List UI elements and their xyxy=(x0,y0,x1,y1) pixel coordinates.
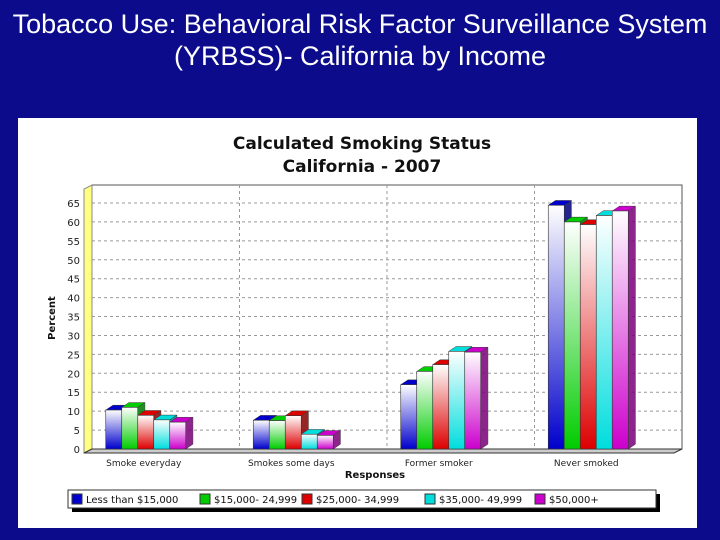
chart-title-line-2: California - 2007 xyxy=(283,157,442,177)
y-axis-label: Percent xyxy=(47,296,58,340)
bar xyxy=(464,351,482,450)
y-tick-label: 55 xyxy=(67,237,80,248)
bar xyxy=(416,371,434,450)
y-tick-label: 20 xyxy=(67,369,80,380)
bar xyxy=(105,409,123,450)
category-label: Former smoker xyxy=(405,459,473,469)
category-label: Never smoked xyxy=(554,459,619,469)
legend: Less than $15,000 $15,000- 24,999 $25,000-… xyxy=(67,489,660,512)
bar xyxy=(448,351,466,450)
bar-side xyxy=(185,416,194,450)
bar xyxy=(137,415,155,450)
legend-label: $25,000- 34,999 xyxy=(316,495,399,506)
bar xyxy=(595,215,613,450)
y-tick-label: 40 xyxy=(67,294,80,305)
chart-title-line-1: Calculated Smoking Status xyxy=(233,134,491,154)
legend-label: $50,000+ xyxy=(549,495,599,506)
y-tick-label: 25 xyxy=(67,350,80,361)
bar xyxy=(400,384,418,450)
bar-side xyxy=(480,346,489,450)
slide-title: Tobacco Use: Behavioral Risk Factor Surv… xyxy=(12,9,708,71)
legend-label: $35,000- 49,999 xyxy=(439,495,522,506)
bar xyxy=(153,419,171,450)
y-tick-label: 60 xyxy=(67,218,80,229)
legend-swatch xyxy=(71,493,83,505)
legend-label: Less than $15,000 xyxy=(86,495,178,506)
y-tick-label: 50 xyxy=(67,256,80,267)
y-tick-label: 10 xyxy=(67,407,80,418)
x-axis-label: Responses xyxy=(345,470,405,481)
bar xyxy=(268,420,286,450)
legend-swatch xyxy=(199,493,211,505)
legend-swatch xyxy=(424,493,436,505)
bar-side xyxy=(628,205,636,450)
bar xyxy=(432,364,450,450)
bar xyxy=(252,419,270,450)
bar xyxy=(563,221,581,450)
legend-swatch xyxy=(534,493,546,505)
legend-box xyxy=(67,489,657,509)
y-tick-label: 15 xyxy=(67,388,80,399)
legend-swatch xyxy=(301,493,313,505)
y-tick-label: 5 xyxy=(74,426,80,437)
y-tick-label: 45 xyxy=(67,275,80,286)
y-tick-label: 65 xyxy=(67,199,80,210)
bar xyxy=(284,415,302,450)
bar xyxy=(579,224,597,450)
y-tick-label: 0 xyxy=(74,445,80,456)
left-wall xyxy=(83,184,93,454)
bar xyxy=(316,435,334,450)
bar xyxy=(611,210,629,450)
category-label: Smokes some days xyxy=(248,459,335,469)
bar xyxy=(300,433,318,450)
bar xyxy=(169,421,187,450)
bar xyxy=(547,204,565,450)
legend-label: $15,000- 24,999 xyxy=(214,495,297,506)
bar xyxy=(121,407,139,450)
floor xyxy=(83,448,683,454)
y-tick-label: 30 xyxy=(67,331,80,342)
y-tick-label: 35 xyxy=(67,313,80,324)
category-label: Smoke everyday xyxy=(106,459,182,469)
